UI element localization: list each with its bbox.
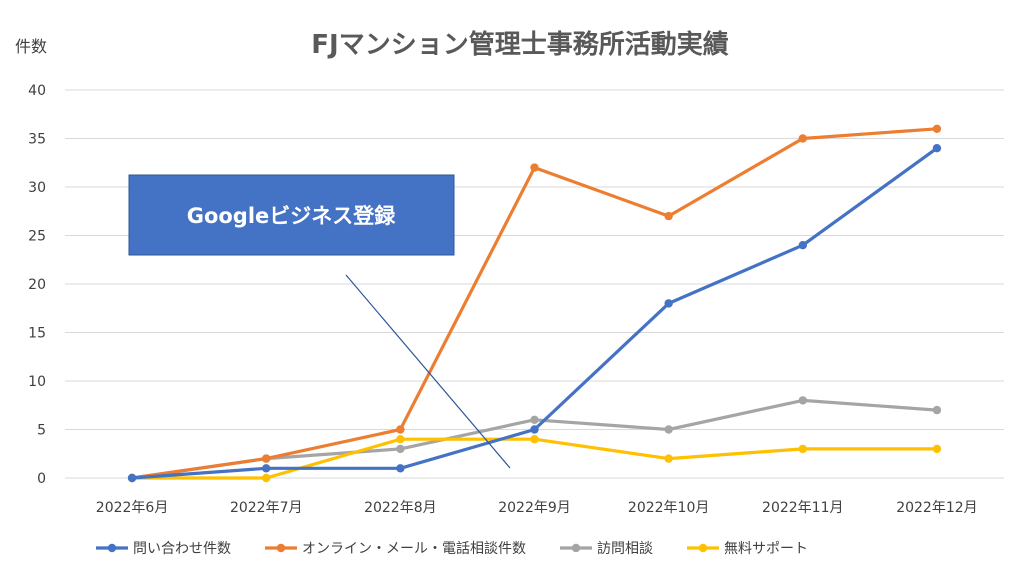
annotation-callout: Googleビジネス登録 bbox=[128, 174, 511, 469]
data-point bbox=[396, 425, 405, 434]
data-point bbox=[798, 134, 807, 143]
y-tick-label: 30 bbox=[28, 180, 46, 196]
data-point bbox=[262, 454, 271, 463]
legend-swatch-marker bbox=[276, 543, 286, 553]
data-point bbox=[932, 405, 942, 415]
data-point bbox=[798, 444, 807, 454]
data-point bbox=[262, 473, 271, 483]
annotation-pointer bbox=[345, 274, 511, 469]
legend-label: 訪問相談 bbox=[597, 541, 653, 557]
legend-item: 問い合わせ件数 bbox=[96, 541, 231, 557]
data-point bbox=[798, 396, 807, 405]
legend-item: 訪問相談 bbox=[560, 541, 653, 557]
y-tick-label: 25 bbox=[28, 229, 46, 245]
legend: 問い合わせ件数 オンライン・メール・電話相談件数 訪問相談 無料サポート bbox=[96, 540, 808, 557]
series-group bbox=[127, 144, 942, 483]
legend-swatch-marker bbox=[571, 543, 581, 553]
data-point bbox=[396, 444, 405, 454]
legend-swatch-marker bbox=[107, 543, 117, 553]
data-point bbox=[530, 163, 539, 172]
data-point bbox=[664, 211, 673, 221]
data-point bbox=[396, 435, 405, 444]
y-tick-label: 15 bbox=[28, 326, 46, 342]
data-point bbox=[530, 415, 539, 424]
data-point bbox=[664, 425, 673, 434]
x-tick-label: 2022年8月 bbox=[364, 500, 437, 516]
x-axis-ticks: 2022年6月 2022年7月 2022年8月 2022年9月 2022年10月 2022… bbox=[96, 500, 978, 516]
y-tick-label: 0 bbox=[37, 471, 46, 487]
x-tick-label: 2022年9月 bbox=[498, 500, 571, 516]
data-point bbox=[262, 464, 271, 473]
y-tick-label: 35 bbox=[28, 132, 46, 148]
data-point bbox=[932, 444, 942, 454]
y-axis-ticks: 0 5 10 15 20 25 30 35 40 bbox=[28, 83, 46, 487]
data-point bbox=[127, 473, 137, 483]
legend-label: 無料サポート bbox=[724, 541, 808, 557]
annotation-text: Googleビジネス登録 bbox=[187, 204, 397, 228]
annotation-box bbox=[128, 174, 455, 256]
y-tick-label: 20 bbox=[28, 277, 46, 293]
legend-label: オンライン・メール・電話相談件数 bbox=[302, 540, 526, 557]
x-tick-label: 2022年12月 bbox=[896, 500, 977, 516]
data-point bbox=[530, 435, 539, 444]
x-tick-label: 2022年11月 bbox=[762, 500, 843, 516]
legend-label: 問い合わせ件数 bbox=[133, 541, 231, 557]
data-point bbox=[664, 299, 673, 308]
y-axis-label: 件数 bbox=[15, 37, 47, 56]
series-lines bbox=[127, 124, 942, 483]
x-tick-label: 2022年6月 bbox=[96, 500, 169, 516]
y-tick-label: 40 bbox=[28, 83, 46, 99]
chart-title: FJマンション管理士事務所活動実績 bbox=[311, 29, 728, 60]
legend-item: オンライン・メール・電話相談件数 bbox=[265, 540, 526, 557]
legend-swatch-marker bbox=[698, 543, 708, 553]
series-line bbox=[130, 437, 939, 480]
x-tick-label: 2022年7月 bbox=[230, 500, 303, 516]
x-tick-label: 2022年10月 bbox=[628, 500, 709, 516]
data-point bbox=[932, 144, 942, 153]
data-point bbox=[932, 124, 942, 133]
data-point bbox=[798, 241, 807, 250]
y-tick-label: 10 bbox=[28, 374, 46, 390]
y-tick-label: 5 bbox=[37, 423, 46, 439]
series-group bbox=[127, 124, 942, 483]
data-point bbox=[530, 425, 539, 434]
data-point bbox=[396, 464, 405, 473]
series-group bbox=[127, 435, 942, 483]
legend-item: 無料サポート bbox=[687, 541, 808, 557]
data-point bbox=[664, 454, 673, 463]
